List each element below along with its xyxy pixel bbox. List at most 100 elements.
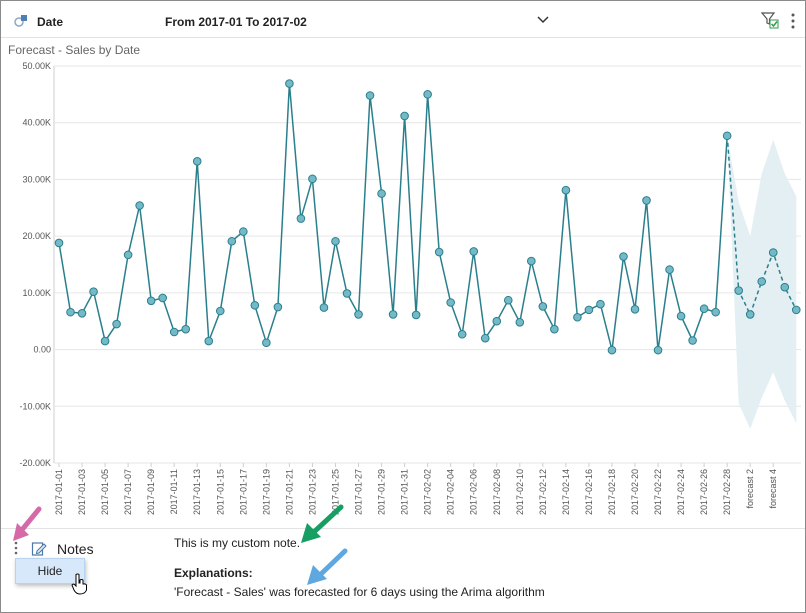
sales-point <box>434 247 444 257</box>
x-axis: 2017-01-01 2017-01-03 2017-01-05 2017-01-07… <box>54 463 778 515</box>
sales-point <box>146 296 156 306</box>
sales-point <box>550 324 559 334</box>
sales-point <box>527 256 536 266</box>
sales-point <box>676 311 686 321</box>
x-tick-label: 2017-02-24 <box>676 469 686 515</box>
custom-note-text: This is my custom note. <box>174 536 301 550</box>
x-tick-label: 2017-01-23 <box>307 469 317 515</box>
sales-point <box>273 302 283 312</box>
sales-point <box>89 287 98 297</box>
sales-point <box>262 338 271 348</box>
forecast-point <box>768 248 778 257</box>
x-tick-label: 2017-02-28 <box>722 469 732 515</box>
y-axis: 50.00K 40.00K 30.00K 20.00K 10.00K 0.00 -10.00… <box>19 61 51 468</box>
sales-point <box>388 310 398 319</box>
x-tick-label: 2017-02-12 <box>538 469 548 515</box>
x-tick-label: 2017-01-13 <box>192 469 202 515</box>
y-tick-label: 50.00K <box>22 61 51 71</box>
panel-header: Date From 2017-01 To 2017-02 <box>1 1 805 38</box>
sales-point <box>112 319 121 329</box>
forecast-point <box>780 282 790 292</box>
x-tick-label: 2017-01-27 <box>354 469 364 515</box>
date-range-value[interactable]: From 2017-01 To 2017-02 <box>165 15 307 29</box>
sales-point <box>54 238 64 248</box>
sales-point <box>722 131 732 141</box>
chart-title: Forecast - Sales by Date <box>8 43 141 57</box>
filter-applied-icon[interactable] <box>761 11 779 29</box>
pink-annotation-arrow <box>13 506 42 541</box>
sales-point <box>619 252 628 261</box>
x-tick-label: 2017-02-20 <box>630 469 640 515</box>
sales-point <box>561 185 571 195</box>
notes-bar <box>1 528 805 613</box>
sales-point <box>123 250 133 260</box>
sales-point <box>642 196 651 205</box>
sales-point <box>503 295 513 305</box>
x-tick-label: 2017-02-02 <box>423 469 433 515</box>
blue-annotation-arrow <box>307 548 348 585</box>
explanations-title: Explanations: <box>174 566 253 580</box>
x-tick-label: 2017-02-18 <box>607 469 617 515</box>
date-dimension-icon <box>14 15 27 27</box>
series-points <box>54 79 801 355</box>
y-tick-label: 10.00K <box>22 288 51 298</box>
sales-point <box>192 156 202 166</box>
dimension-label: Date <box>37 15 64 29</box>
y-tick-label: 20.00K <box>22 231 51 241</box>
x-tick-label: 2017-01-17 <box>238 469 248 515</box>
notes-icon <box>31 542 47 556</box>
x-tick-label: forecast 4 <box>768 469 778 509</box>
x-tick-label: 2017-01-31 <box>400 469 410 515</box>
green-annotation-arrow <box>301 504 344 543</box>
x-tick-label: 2017-01-25 <box>331 469 341 515</box>
sales-point <box>492 316 502 326</box>
sales-point <box>469 247 479 256</box>
forecast-point <box>757 277 767 286</box>
x-tick-label: 2017-02-16 <box>584 469 594 515</box>
sales-point <box>711 307 720 317</box>
forecast-point <box>734 286 743 295</box>
y-tick-label: -10.00K <box>19 401 51 411</box>
sales-point <box>688 336 697 345</box>
x-tick-label: forecast 2 <box>745 469 755 509</box>
x-tick-label: 2017-01-09 <box>146 469 156 515</box>
more-options-icon[interactable] <box>790 13 796 29</box>
sales-point <box>319 303 329 312</box>
x-tick-label: 2017-01-11 <box>169 469 179 514</box>
sales-point <box>423 90 432 99</box>
hand-cursor-icon <box>71 573 87 595</box>
x-tick-label: 2017-02-04 <box>446 469 456 515</box>
sales-point <box>308 174 317 184</box>
x-tick-label: 2017-01-07 <box>123 469 133 515</box>
drag-handle-icon[interactable] <box>13 541 19 555</box>
sales-point <box>135 201 144 210</box>
sales-point <box>342 289 352 298</box>
y-tick-label: 0.00 <box>33 345 51 355</box>
sales-point <box>699 304 709 314</box>
y-tick-label: 40.00K <box>22 118 51 128</box>
sales-point <box>365 91 375 100</box>
sales-point <box>411 310 421 320</box>
chevron-down-icon[interactable] <box>536 13 550 27</box>
sales-point <box>457 329 467 339</box>
forecast-point <box>745 310 755 319</box>
sales-point <box>331 236 340 246</box>
y-tick-label: 30.00K <box>22 174 51 184</box>
chart-gridlines <box>53 65 801 464</box>
x-tick-label: 2017-01-29 <box>377 469 387 515</box>
x-tick-label: 2017-02-26 <box>699 469 709 515</box>
sales-point <box>158 293 167 303</box>
x-tick-label: 2017-02-10 <box>515 469 525 515</box>
hide-menu-item[interactable]: Hide <box>37 564 63 578</box>
x-tick-label: 2017-02-06 <box>469 469 479 515</box>
sales-point <box>596 299 605 309</box>
sales-point <box>584 305 594 315</box>
x-tick-label: 2017-01-05 <box>100 469 110 515</box>
explanation-text: 'Forecast - Sales' was forecasted for 6 … <box>174 585 545 599</box>
sales-point <box>296 214 306 223</box>
x-tick-label: 2017-02-14 <box>561 469 571 515</box>
sales-point <box>227 236 237 246</box>
x-tick-label: 2017-02-08 <box>492 469 502 515</box>
sales-point <box>480 333 490 343</box>
